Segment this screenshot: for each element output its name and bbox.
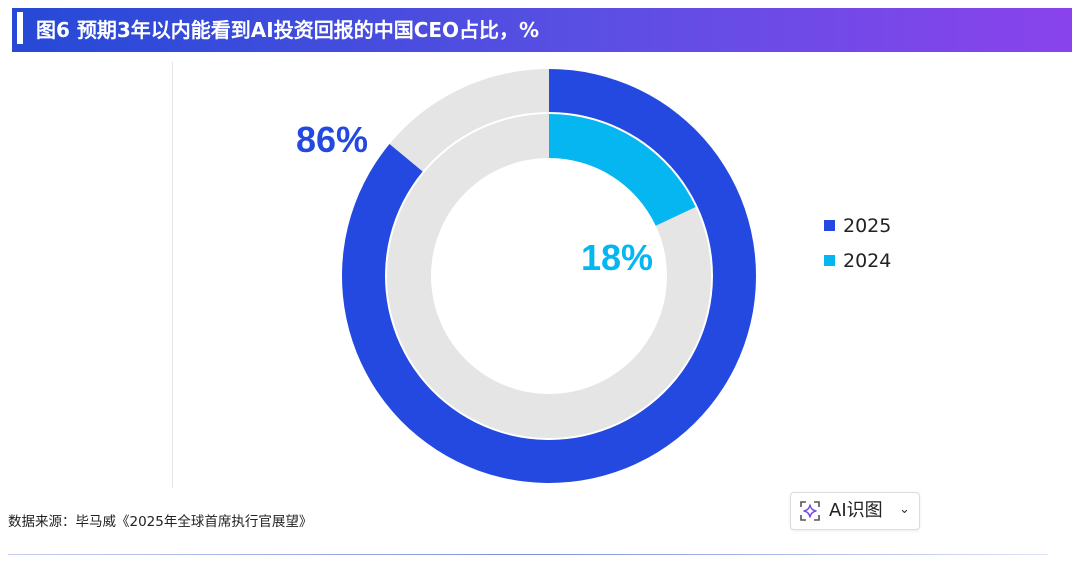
data-label-2024: 18% [581,237,653,278]
inner-ring-2024-slice [549,114,696,226]
legend-swatch-2025 [824,220,835,231]
legend-label-2024: 2024 [843,250,892,272]
left-divider [172,62,173,488]
legend-item-2025: 2025 [824,214,891,238]
legend-item-2024: 2024 [824,249,891,273]
donut-chart: 86% 18% [296,69,757,484]
title-bar [12,8,1072,52]
legend-swatch-2024 [824,255,835,266]
chevron-down-icon[interactable]: ⌄ [899,502,910,517]
ai-image-recognition-button[interactable]: AI识图 ⌄ [790,492,920,530]
legend-label-2025: 2025 [843,215,892,237]
bottom-divider [8,554,1048,555]
ai-button-label: AI识图 [829,500,883,521]
title-accent [17,12,23,44]
source-note: 数据来源：毕马威《2025年全球首席执行官展望》 [8,514,313,530]
sparkle-icon [800,501,820,521]
data-label-2025: 86% [296,119,368,160]
chart-title: 图6 预期3年以内能看到AI投资回报的中国CEO占比，% [36,18,540,42]
